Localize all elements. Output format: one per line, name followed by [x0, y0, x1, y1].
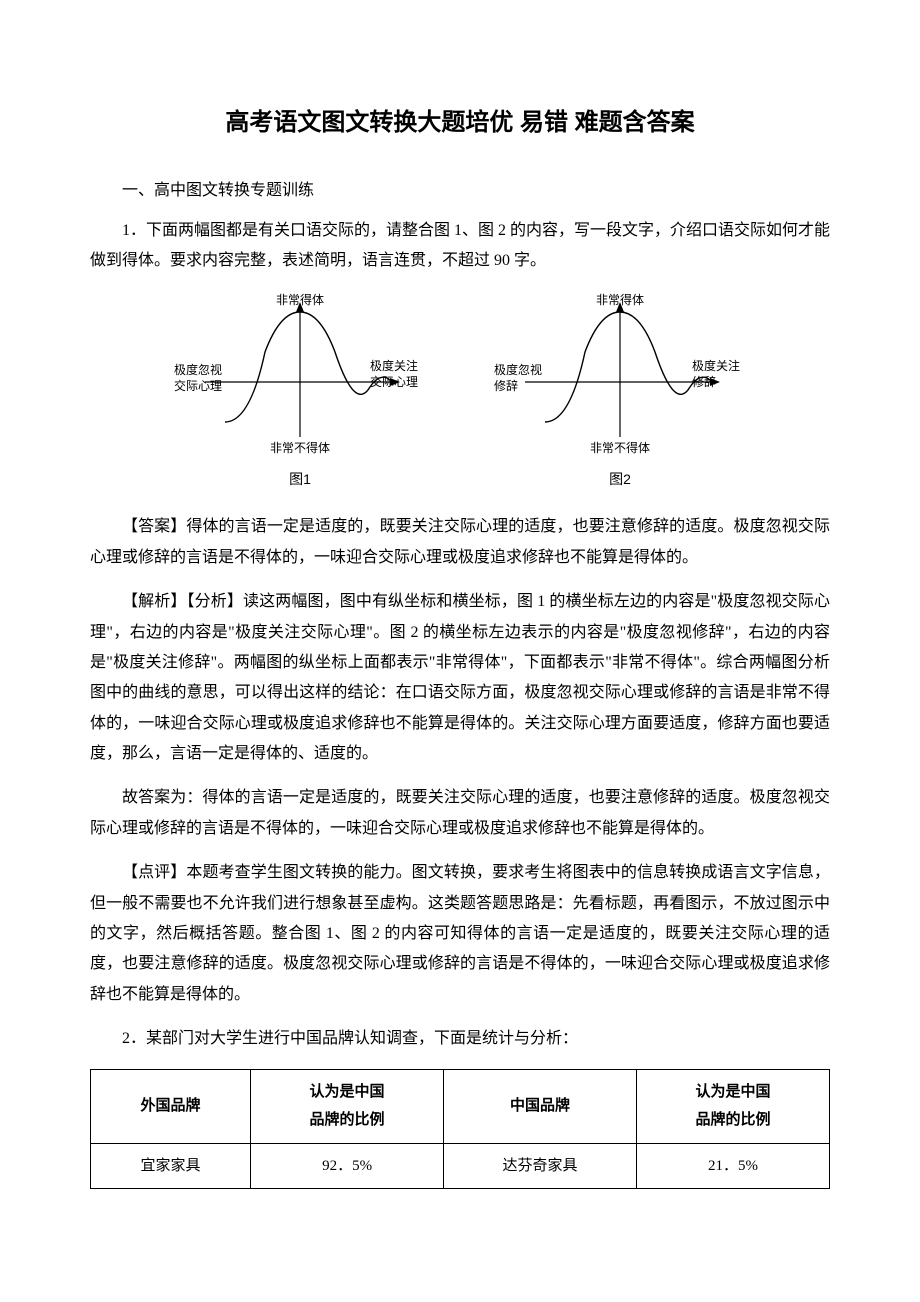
q1-answer: 【答案】得体的言语一定是适度的，既要关注交际心理的适度，也要注意修辞的适度。极度…: [90, 512, 830, 573]
diagram-1-svg: 非常得体 非常不得体 极度忽视 交际心理 极度关注 交际心理: [170, 292, 430, 462]
page-title: 高考语文图文转换大题培优 易错 难题含答案: [90, 100, 830, 146]
cell-0-2: 达芬奇家具: [444, 1143, 637, 1189]
d2-top: 非常得体: [596, 292, 644, 307]
d1-top: 非常得体: [276, 292, 324, 307]
col-0: 外国品牌: [91, 1069, 251, 1143]
col-2: 中国品牌: [444, 1069, 637, 1143]
diagram-2: 非常得体 非常不得体 极度忽视 修辞 极度关注 修辞 图2: [490, 292, 750, 493]
d1-left1: 极度忽视: [174, 362, 222, 377]
cell-0-3: 21．5%: [637, 1143, 830, 1189]
diagram-2-caption: 图2: [609, 466, 631, 493]
table-header-row: 外国品牌 认为是中国品牌的比例 中国品牌 认为是中国品牌的比例: [91, 1069, 830, 1143]
q1-prompt: 1．下面两幅图都是有关口语交际的，请整合图 1、图 2 的内容，写一段文字，介绍…: [90, 216, 830, 277]
q1-comment: 【点评】本题考查学生图文转换的能力。图文转换，要求考生将图表中的信息转换成语言文…: [90, 858, 830, 1010]
diagram-1: 非常得体 非常不得体 极度忽视 交际心理 极度关注 交际心理 图1: [170, 292, 430, 493]
col-1: 认为是中国品牌的比例: [251, 1069, 444, 1143]
d1-bottom: 非常不得体: [270, 440, 330, 455]
diagram-1-caption: 图1: [289, 466, 311, 493]
table-row: 宜家家具 92．5% 达芬奇家具 21．5%: [91, 1143, 830, 1189]
q1-answer2: 故答案为：得体的言语一定是适度的，既要关注交际心理的适度，也要注意修辞的适度。极…: [90, 783, 830, 844]
col-3: 认为是中国品牌的比例: [637, 1069, 830, 1143]
brand-table: 外国品牌 认为是中国品牌的比例 中国品牌 认为是中国品牌的比例 宜家家具 92．…: [90, 1069, 830, 1190]
cell-0-0: 宜家家具: [91, 1143, 251, 1189]
d2-left2: 修辞: [494, 378, 518, 393]
section-heading: 一、高中图文转换专题训练: [90, 176, 830, 206]
d2-bottom: 非常不得体: [590, 440, 650, 455]
cell-0-1: 92．5%: [251, 1143, 444, 1189]
d2-right1: 极度关注: [692, 358, 740, 373]
diagram-row: 非常得体 非常不得体 极度忽视 交际心理 极度关注 交际心理 图1 非常得体 非…: [90, 292, 830, 493]
q2-prompt: 2．某部门对大学生进行中国品牌认知调查，下面是统计与分析：: [90, 1024, 830, 1054]
d1-right2: 交际心理: [370, 374, 418, 389]
d2-right2: 修辞: [692, 374, 716, 389]
q1-analysis: 【解析】【分析】读这两幅图，图中有纵坐标和横坐标，图 1 的横坐标左边的内容是"…: [90, 587, 830, 769]
d2-left1: 极度忽视: [494, 362, 542, 377]
d1-left2: 交际心理: [174, 378, 222, 393]
d1-right1: 极度关注: [370, 358, 418, 373]
diagram-2-svg: 非常得体 非常不得体 极度忽视 修辞 极度关注 修辞: [490, 292, 750, 462]
